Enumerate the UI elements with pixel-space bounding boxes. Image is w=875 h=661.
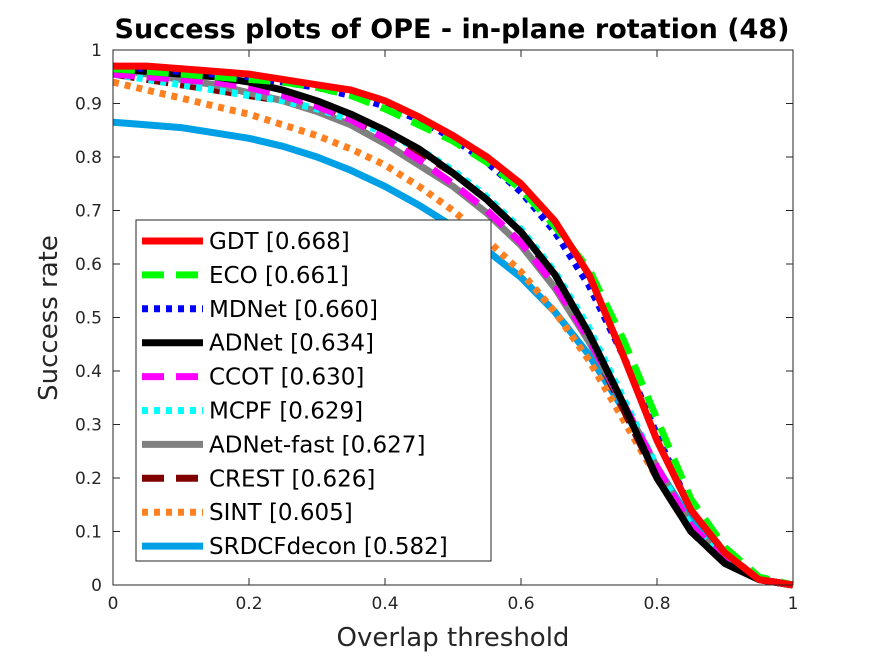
legend-label: SRDCFdecon [0.582] (209, 534, 448, 560)
legend-label: ADNet [0.634] (209, 331, 374, 357)
legend-label: ECO [0.661] (209, 263, 349, 289)
x-tick-label: 0.6 (507, 594, 534, 614)
y-tick-label: 0.5 (75, 309, 102, 329)
y-axis-label: Success rate (34, 235, 64, 401)
x-tick-label: 0 (108, 594, 119, 614)
legend-label: CREST [0.626] (209, 466, 375, 492)
series-line-eco (112, 65, 794, 589)
legend-label: MDNet [0.660] (209, 297, 378, 323)
x-tick-label: 0.8 (643, 594, 670, 614)
y-tick-label: 1 (91, 41, 102, 61)
x-tick-label: 1 (788, 594, 799, 614)
x-axis-label: Overlap threshold (337, 623, 570, 653)
y-tick-label: 0.1 (75, 523, 102, 543)
legend-label: ADNet-fast [0.627] (209, 432, 425, 458)
y-tick-label: 0 (91, 576, 102, 596)
legend-label: GDT [0.668] (209, 229, 350, 255)
x-tick-label: 0.4 (371, 594, 398, 614)
y-tick-label: 0.3 (75, 416, 102, 436)
y-tick-label: 0.9 (75, 95, 102, 115)
x-axis-ticks: 0 0.2 0.4 0.6 0.8 1 (108, 50, 799, 614)
series-layer (112, 62, 794, 589)
y-tick-label: 0.8 (75, 148, 102, 168)
y-tick-label: 0.4 (75, 362, 102, 382)
y-tick-label: 0.6 (75, 255, 102, 275)
legend-label: MCPF [0.629] (209, 399, 363, 425)
y-tick-label: 0.7 (75, 202, 102, 222)
legend-label: SINT [0.605] (209, 500, 353, 526)
y-axis-ticks: 0 0.1 0.2 0.3 0.4 0.5 0.6 0.7 0.8 0.9 1 (75, 41, 793, 596)
legend-label: CCOT [0.630] (209, 365, 364, 391)
legend: GDT [0.668] ECO [0.661] MDNet [0.660] ADNet… (135, 219, 492, 562)
series-line-ccot (112, 70, 794, 589)
x-tick-label: 0.2 (235, 594, 262, 614)
chart-title: Success plots of OPE - in-plane rotation… (115, 14, 790, 45)
y-tick-label: 0.2 (75, 469, 102, 489)
series-line-gdt (113, 62, 794, 589)
